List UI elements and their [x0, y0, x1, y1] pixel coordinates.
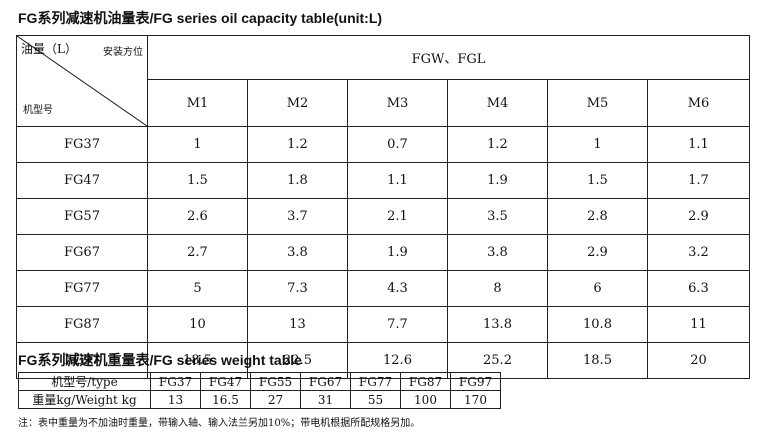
- type-cell: FG77: [350, 372, 401, 391]
- table-row: FG67 2.7 3.8 1.9 3.8 2.9 3.2: [16, 234, 750, 271]
- value-cell: 1: [547, 126, 648, 163]
- table-row: FG37 1 1.2 0.7 1.2 1 1.1: [16, 126, 750, 163]
- corner-oil-label: 油量（L）: [21, 42, 77, 56]
- weight-value-row: 重量kg/Weight kg 13 16.5 27 31 55 100 170: [18, 390, 501, 409]
- value-cell: 1.5: [147, 162, 248, 199]
- value-cell: 2.1: [347, 198, 448, 235]
- model-cell: FG47: [16, 162, 148, 199]
- value-cell: 10: [147, 306, 248, 343]
- weight-cell: 100: [400, 390, 451, 409]
- oil-capacity-table: 油量（L） 安装方位 机型号 FGW、FGL M1 M2 M3 M4 M5 M6…: [16, 35, 750, 379]
- group-header: FGW、FGL: [147, 35, 750, 80]
- value-cell: 6: [547, 270, 648, 307]
- corner-position-label: 安装方位: [103, 47, 143, 58]
- table-row: FG47 1.5 1.8 1.1 1.9 1.5 1.7: [16, 162, 750, 199]
- type-cell: FG67: [300, 372, 351, 391]
- value-cell: 1.2: [247, 126, 348, 163]
- model-cell: FG57: [16, 198, 148, 235]
- value-cell: 2.7: [147, 234, 248, 271]
- weight-cell: 31: [300, 390, 351, 409]
- value-cell: 3.8: [447, 234, 548, 271]
- value-cell: 1.9: [347, 234, 448, 271]
- corner-header-cell: 油量（L） 安装方位 机型号: [16, 35, 148, 127]
- type-cell: FG97: [450, 372, 501, 391]
- type-cell: FG47: [200, 372, 251, 391]
- corner-model-label: 机型号: [23, 105, 53, 116]
- model-cell: FG37: [16, 126, 148, 163]
- value-cell: 3.5: [447, 198, 548, 235]
- weight-cell: 13: [150, 390, 201, 409]
- value-cell: 10.8: [547, 306, 648, 343]
- value-cell: 4.3: [347, 270, 448, 307]
- weight-table-title: FG系列减速机重量表/FG series weight table: [18, 352, 302, 368]
- column-header: M1: [147, 79, 248, 127]
- column-header: M2: [247, 79, 348, 127]
- table-row: FG87 10 13 7.7 13.8 10.8 11: [16, 306, 750, 343]
- value-cell: 1.1: [347, 162, 448, 199]
- column-header: M4: [447, 79, 548, 127]
- value-cell: 6.3: [647, 270, 750, 307]
- weight-cell: 27: [250, 390, 301, 409]
- value-cell: 1.9: [447, 162, 548, 199]
- value-cell: 2.9: [647, 198, 750, 235]
- type-label: 机型号/type: [18, 372, 151, 391]
- value-cell: 7.3: [247, 270, 348, 307]
- column-header: M5: [547, 79, 648, 127]
- type-cell: FG55: [250, 372, 301, 391]
- weight-cell: 170: [450, 390, 501, 409]
- value-cell: 2.6: [147, 198, 248, 235]
- value-cell: 3.8: [247, 234, 348, 271]
- value-cell: 8: [447, 270, 548, 307]
- model-cell: FG77: [16, 270, 148, 307]
- model-cell: FG67: [16, 234, 148, 271]
- value-cell: 1.5: [547, 162, 648, 199]
- table-row: FG57 2.6 3.7 2.1 3.5 2.8 2.9: [16, 198, 750, 235]
- value-cell: 11: [647, 306, 750, 343]
- column-header: M3: [347, 79, 448, 127]
- value-cell: 20: [647, 342, 750, 379]
- value-cell: 3.2: [647, 234, 750, 271]
- value-cell: 2.9: [547, 234, 648, 271]
- column-header: M6: [647, 79, 750, 127]
- value-cell: 1.1: [647, 126, 750, 163]
- weight-table: 机型号/type FG37 FG47 FG55 FG67 FG77 FG87 F…: [18, 372, 501, 409]
- value-cell: 0.7: [347, 126, 448, 163]
- weight-cell: 16.5: [200, 390, 251, 409]
- value-cell: 1.2: [447, 126, 548, 163]
- value-cell: 1.8: [247, 162, 348, 199]
- model-cell: FG87: [16, 306, 148, 343]
- type-cell: FG37: [150, 372, 201, 391]
- value-cell: 3.7: [247, 198, 348, 235]
- value-cell: 18.5: [547, 342, 648, 379]
- value-cell: 7.7: [347, 306, 448, 343]
- weight-type-row: 机型号/type FG37 FG47 FG55 FG67 FG77 FG87 F…: [18, 372, 501, 391]
- value-cell: 5: [147, 270, 248, 307]
- type-cell: FG87: [400, 372, 451, 391]
- diagonal-divider: [17, 36, 147, 126]
- value-cell: 13: [247, 306, 348, 343]
- oil-table-title: FG系列减速机油量表/FG series oil capacity table(…: [18, 10, 383, 26]
- value-cell: 2.8: [547, 198, 648, 235]
- table-row: FG77 5 7.3 4.3 8 6 6.3: [16, 270, 750, 307]
- footnote: 注：表中重量为不加油时重量，带输入轴、输入法兰另加10%；带电机根据所配规格另加…: [18, 418, 421, 429]
- weight-label: 重量kg/Weight kg: [18, 390, 151, 409]
- value-cell: 1: [147, 126, 248, 163]
- weight-cell: 55: [350, 390, 401, 409]
- value-cell: 13.8: [447, 306, 548, 343]
- value-cell: 1.7: [647, 162, 750, 199]
